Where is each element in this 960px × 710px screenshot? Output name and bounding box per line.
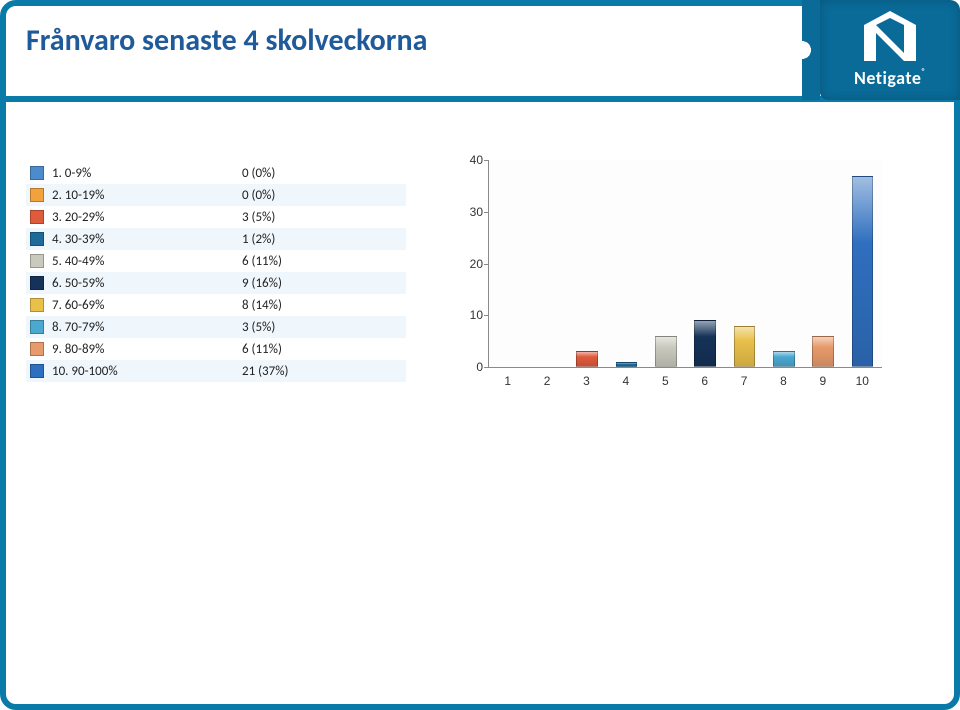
legend-swatch (30, 166, 44, 180)
header: Frånvaro senaste 4 skolveckorna Netigate… (6, 6, 954, 102)
legend-value: 8 (14%) (242, 298, 402, 313)
brand-logo: Netigate® (820, 0, 960, 100)
legend-value: 3 (5%) (242, 210, 402, 225)
chart-bar (655, 336, 677, 367)
chart-x-labels: 1 2 3 4 5 6 7 8 9 10 (488, 372, 882, 392)
legend-label: 8. 70-79% (52, 320, 242, 335)
legend-row: 10. 90-100%21 (37%) (26, 360, 406, 382)
chart-bars (489, 160, 882, 367)
legend-row: 2. 10-19%0 (0%) (26, 184, 406, 206)
legend-label: 10. 90-100% (52, 364, 242, 379)
legend-value: 21 (37%) (242, 364, 402, 379)
chart-bar (734, 326, 756, 367)
legend-label: 1. 0-9% (52, 166, 242, 181)
legend-label: 7. 60-69% (52, 298, 242, 313)
content: 1. 0-9%0 (0%)2. 10-19%0 (0%)3. 20-29%3 (… (6, 102, 954, 392)
legend-value: 0 (0%) (242, 188, 402, 203)
chart-y-label: 40 (470, 153, 489, 167)
legend-label: 3. 20-29% (52, 210, 242, 225)
legend-row: 3. 20-29%3 (5%) (26, 206, 406, 228)
legend-label: 9. 80-89% (52, 342, 242, 357)
legend-swatch (30, 364, 44, 378)
legend-row: 4. 30-39%1 (2%) (26, 228, 406, 250)
chart-bar (616, 362, 638, 367)
legend-value: 9 (16%) (242, 276, 402, 291)
legend-row: 9. 80-89%6 (11%) (26, 338, 406, 360)
brand-name: Netigate® (854, 67, 926, 89)
chart-plot: 010203040 (488, 160, 882, 368)
legend-row: 8. 70-79%3 (5%) (26, 316, 406, 338)
legend-value: 6 (11%) (242, 254, 402, 269)
legend-value: 3 (5%) (242, 320, 402, 335)
legend-table: 1. 0-9%0 (0%)2. 10-19%0 (0%)3. 20-29%3 (… (26, 162, 406, 392)
chart-x-label: 3 (583, 374, 590, 388)
legend-row: 1. 0-9%0 (0%) (26, 162, 406, 184)
legend-value: 1 (2%) (242, 232, 402, 247)
legend-label: 2. 10-19% (52, 188, 242, 203)
chart-area: 010203040 1 2 3 4 5 6 7 8 9 10 (406, 162, 934, 392)
chart-x-label: 10 (856, 374, 869, 388)
chart-x-label: 5 (662, 374, 669, 388)
legend-row: 7. 60-69%8 (14%) (26, 294, 406, 316)
chart-bar (852, 176, 874, 367)
legend-label: 4. 30-39% (52, 232, 242, 247)
legend-swatch (30, 298, 44, 312)
page-card: Frånvaro senaste 4 skolveckorna Netigate… (0, 0, 960, 710)
legend-value: 0 (0%) (242, 166, 402, 181)
chart-bar (773, 351, 795, 367)
legend-value: 6 (11%) (242, 342, 402, 357)
chart-bar (576, 351, 598, 367)
chart-x-label: 4 (623, 374, 630, 388)
chart-x-label: 7 (741, 374, 748, 388)
legend-swatch (30, 276, 44, 290)
legend-swatch (30, 232, 44, 246)
legend-swatch (30, 188, 44, 202)
chart-y-label: 30 (470, 205, 489, 219)
legend-swatch (30, 210, 44, 224)
legend-swatch (30, 342, 44, 356)
chart-x-label: 1 (504, 374, 511, 388)
chart-y-label: 20 (470, 257, 489, 271)
legend-label: 5. 40-49% (52, 254, 242, 269)
chart-bar (694, 320, 716, 367)
legend-swatch (30, 320, 44, 334)
chart-x-label: 8 (780, 374, 787, 388)
chart-x-label: 9 (820, 374, 827, 388)
chart-bar (812, 336, 834, 367)
legend-label: 6. 50-59% (52, 276, 242, 291)
legend-swatch (30, 254, 44, 268)
bar-chart: 010203040 1 2 3 4 5 6 7 8 9 10 (450, 152, 890, 392)
chart-x-label: 2 (544, 374, 551, 388)
chart-y-label: 10 (470, 308, 489, 322)
chart-x-label: 6 (701, 374, 708, 388)
legend-row: 6. 50-59%9 (16%) (26, 272, 406, 294)
brand-mark-icon (860, 11, 920, 63)
legend-row: 5. 40-49%6 (11%) (26, 250, 406, 272)
